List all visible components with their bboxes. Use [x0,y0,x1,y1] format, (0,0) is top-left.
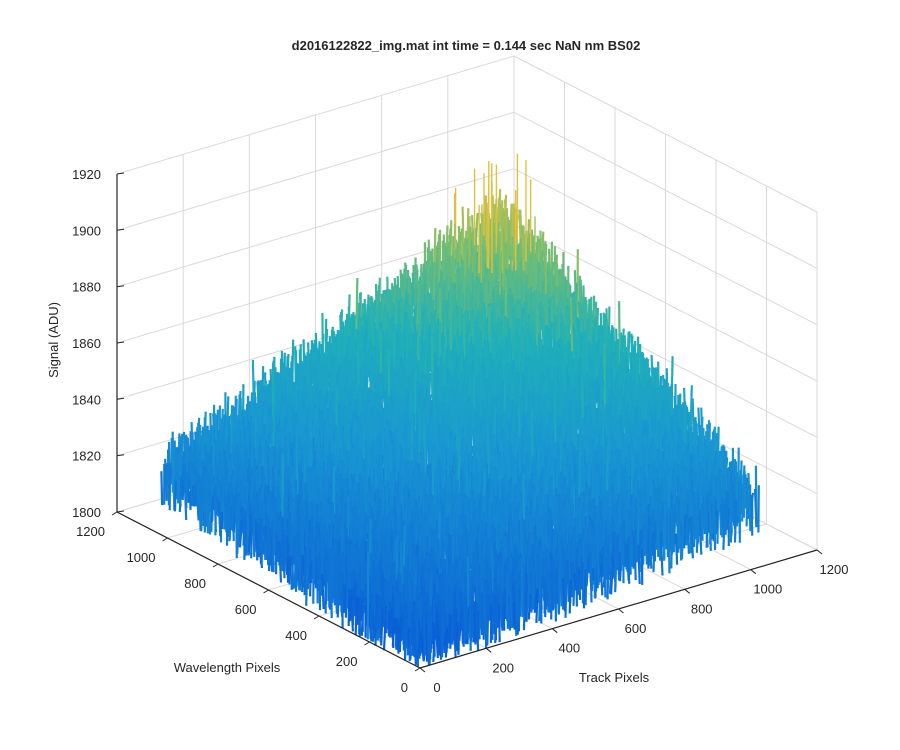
surface-spike [171,439,176,511]
surface-spike [444,426,449,464]
wall-gridline-z [513,224,818,382]
surface-spike [747,472,752,532]
wall-gridline-z [116,55,515,175]
surface-spike [190,461,194,506]
surface-spike [733,500,738,543]
surface-spike [741,474,745,522]
surface-spike [745,477,749,527]
surface-spike [521,372,526,417]
surface-spike [173,480,177,512]
wall-gridline-z [513,111,818,269]
surface-spike [352,312,357,339]
surface-spike [166,463,171,506]
surface-spike [750,494,754,536]
wall-gridline-z [513,55,818,213]
wall-gridline-z [513,168,818,326]
chart-title: d2016122822_img.mat int time = 0.144 sec… [292,38,641,53]
surface-spike [181,480,184,497]
surface-spike [537,396,542,428]
surface-spike [183,471,188,521]
surface-spike [164,458,168,501]
surface-spike [729,489,734,543]
surface-mesh [160,153,760,667]
surface-spike [718,483,723,536]
wall-gridline-z [116,168,515,288]
surface-spike [177,453,181,496]
surface-spike [724,497,729,530]
wall-gridline-z [116,111,515,231]
surface-spike [732,494,736,526]
surface-spike [354,369,358,405]
surface-spike [178,476,183,512]
surface-spike [663,469,667,506]
surface-spike [753,488,758,528]
surface-spike [160,471,164,506]
surface-spike [298,436,301,474]
